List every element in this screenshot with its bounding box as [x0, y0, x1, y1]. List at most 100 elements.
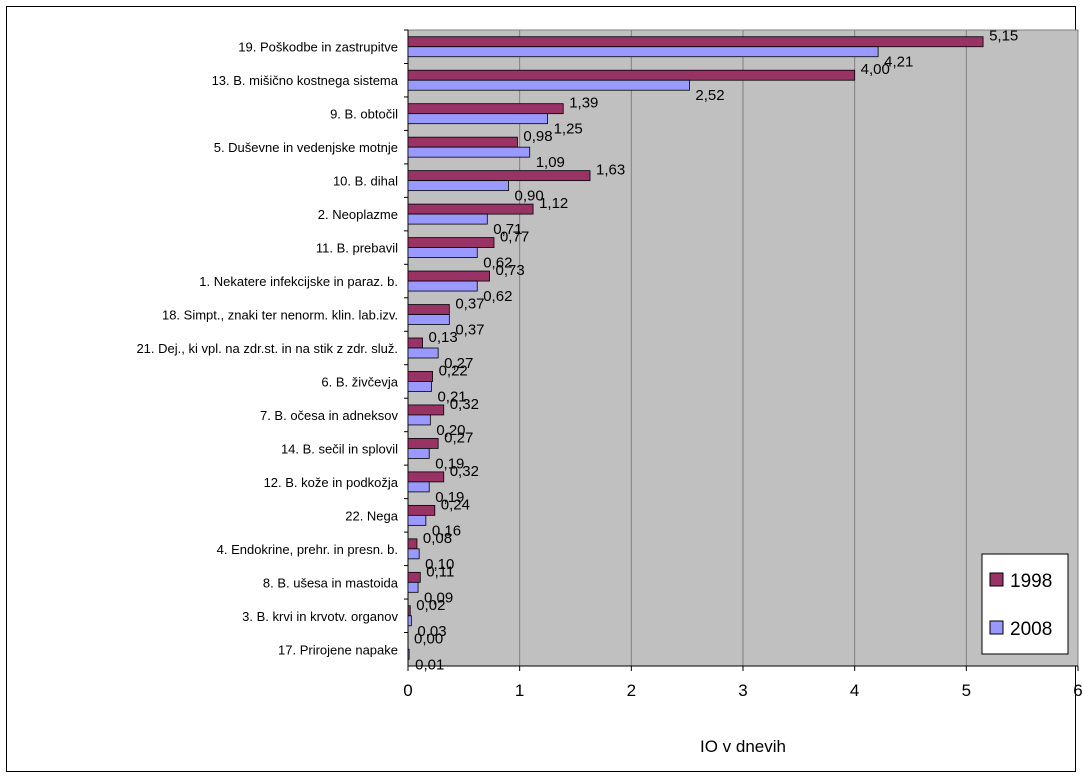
bar-2008 — [407, 79, 690, 91]
x-tick-label: 2 — [627, 681, 636, 700]
bar-2008 — [407, 615, 412, 627]
bar-2008 — [407, 113, 548, 125]
data-label-1998: 0,77 — [500, 229, 529, 246]
bar-1998 — [407, 270, 490, 282]
legend — [981, 553, 1069, 655]
bar-1998 — [407, 571, 421, 583]
category-label: 7. B. očesa in adneksov — [260, 408, 399, 423]
bar-1998 — [407, 404, 445, 416]
data-label-2008: 0,62 — [483, 255, 512, 272]
data-label-1998: 0,13 — [429, 329, 458, 346]
bar-1998 — [407, 36, 984, 48]
bar-2008 — [407, 314, 450, 325]
data-label-1998: 0,32 — [450, 396, 479, 413]
bar-2008 — [407, 581, 419, 593]
bar-1998 — [407, 504, 436, 516]
x-tick-label: 3 — [738, 681, 747, 700]
bar-2008 — [407, 280, 478, 292]
data-label-2008: 0,09 — [424, 589, 453, 606]
category-label: 21. Dej., ki vpl. na zdr.st. in na stik … — [136, 341, 398, 356]
data-label-2008: 1,25 — [554, 121, 583, 138]
data-label-2008: 0,21 — [437, 388, 466, 405]
x-tick-label: 5 — [962, 681, 971, 700]
data-label-1998: 0,98 — [523, 128, 552, 145]
data-label-1998: 1,12 — [539, 195, 568, 212]
data-label-2008: 0,62 — [483, 288, 512, 305]
data-label-2008: 0,20 — [436, 422, 465, 439]
bar-1998 — [407, 136, 518, 148]
bar-1998 — [407, 170, 591, 182]
bar-1998 — [407, 103, 564, 115]
bar-1998 — [407, 69, 856, 81]
bar-1998 — [407, 538, 418, 550]
bar-2008 — [407, 514, 427, 526]
bar-2008 — [407, 648, 410, 660]
data-label-2008: 0,90 — [515, 188, 544, 205]
data-label-1998: 0,32 — [450, 463, 479, 480]
x-tick-label: 4 — [850, 681, 859, 700]
data-label-1998: 0,00 — [414, 630, 443, 647]
bar-2008 — [407, 46, 879, 58]
bar-1998 — [407, 237, 495, 248]
data-label-1998: 1,39 — [569, 95, 598, 112]
legend-entry-2008: 2008 — [1010, 619, 1052, 640]
x-axis-title: IO v dnevih — [700, 737, 786, 756]
bar-2008 — [407, 381, 432, 392]
data-label-2008: 2,52 — [695, 87, 724, 104]
bar-2008 — [407, 247, 478, 258]
category-label: 4. Endokrine, prehr. in presn. b. — [217, 542, 398, 557]
category-label: 8. B. ušesa in mastoida — [263, 575, 399, 590]
bar-2008 — [407, 448, 430, 459]
legend-swatch-1998 — [989, 572, 1004, 587]
bar-1998 — [407, 605, 411, 617]
data-label-2008: 0,19 — [435, 489, 464, 506]
x-tick-label: 1 — [515, 681, 524, 700]
category-label: 17. Prirojene napake — [278, 642, 398, 657]
category-label: 9. B. obtočil — [330, 107, 398, 122]
data-label-2008: 0,03 — [417, 623, 446, 640]
bar-1998 — [407, 337, 423, 349]
bar-1998 — [407, 438, 439, 449]
data-label-1998: 0,02 — [416, 597, 445, 614]
bar-2008 — [407, 414, 431, 426]
data-label-2008: 0,71 — [493, 221, 522, 238]
data-label-1998: 0,37 — [455, 296, 484, 313]
data-label-2008: 0,27 — [444, 355, 473, 372]
legend-entry-1998: 1998 — [1010, 571, 1052, 592]
bar-2008 — [407, 481, 430, 493]
data-label-2008: 4,21 — [884, 54, 913, 71]
category-label: 13. B. mišično kostnega sistema — [212, 73, 399, 88]
data-label-2008: 0,16 — [432, 522, 461, 539]
data-label-1998: 1,63 — [596, 162, 625, 179]
category-label: 14. B. sečil in splovil — [281, 441, 398, 456]
data-label-2008: 0,10 — [425, 556, 454, 573]
data-label-1998: 4,00 — [861, 61, 890, 78]
data-label-2008: 1,09 — [536, 154, 565, 171]
bar-2008 — [407, 213, 488, 225]
data-label-1998: 0,08 — [423, 530, 452, 547]
category-label: 10. B. dihal — [333, 174, 398, 189]
category-label: 5. Duševne in vedenjske motnje — [214, 140, 398, 155]
category-label: 18. Simpt., znaki ter nenorm. klin. lab.… — [162, 308, 398, 323]
data-label-1998: 0,11 — [426, 563, 454, 580]
bar-1998 — [407, 203, 534, 215]
category-label: 2. Neoplazme — [318, 207, 398, 222]
bar-1998 — [407, 304, 450, 315]
bar-2008 — [407, 146, 531, 158]
data-label-2008: 0,19 — [435, 455, 464, 472]
legend-swatch-2008 — [989, 620, 1004, 635]
data-label-2008: 0,01 — [415, 656, 444, 673]
data-label-1998: 0,22 — [439, 362, 468, 379]
category-label: 6. B. živčevja — [321, 374, 398, 389]
bar-2008 — [407, 180, 509, 192]
category-label: 12. B. kože in podkožja — [264, 475, 399, 490]
bar-2008 — [407, 347, 439, 359]
category-label: 19. Poškodbe in zastrupitve — [238, 40, 398, 55]
bar-2008 — [407, 548, 420, 560]
data-label-1998: 0,27 — [444, 429, 473, 446]
data-label-2008: 0,37 — [455, 322, 484, 339]
bar-1998 — [407, 471, 445, 483]
bar-1998 — [407, 371, 433, 382]
category-label: 11. B. prebavil — [316, 241, 398, 256]
